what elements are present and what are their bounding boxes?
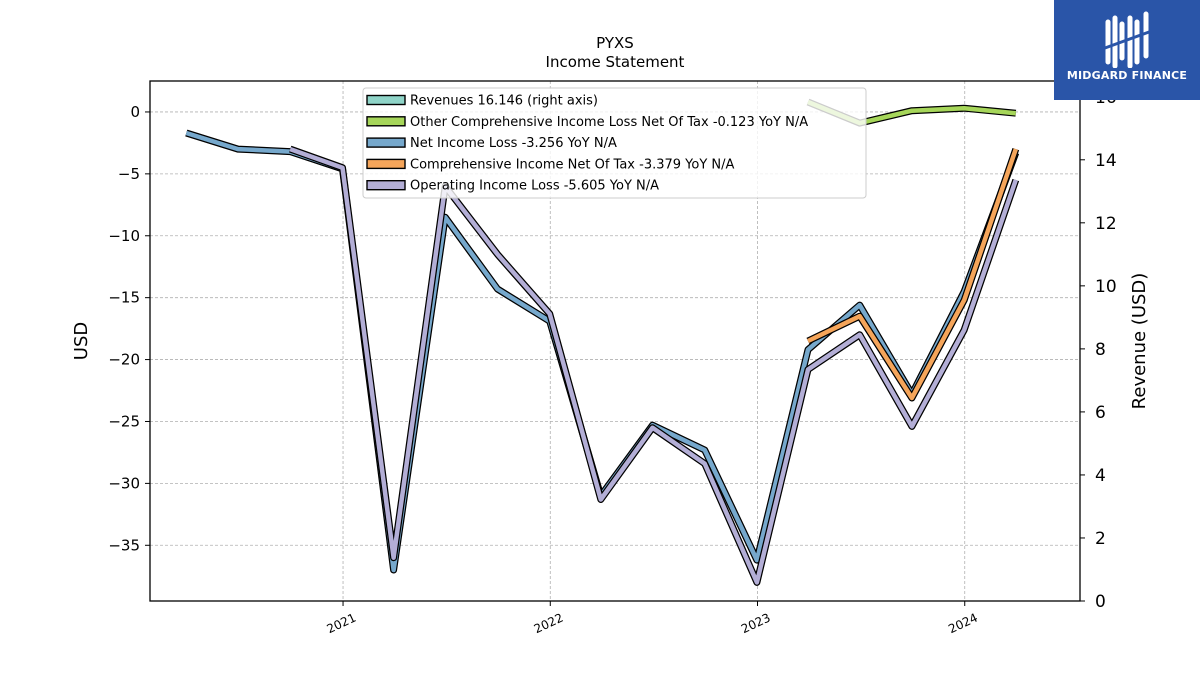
legend-swatch xyxy=(366,179,406,191)
right-axis-label: Revenue (USD) xyxy=(1129,273,1150,410)
legend-label: Revenues 16.146 (right axis) xyxy=(410,94,598,109)
right-tick-label: 8 xyxy=(1095,340,1106,360)
legend-label: Other Comprehensive Income Loss Net Of T… xyxy=(410,115,808,130)
series-line xyxy=(807,148,1018,401)
brand-logo: MIDGARD FINANCE xyxy=(1054,0,1200,100)
right-tick-label: 2 xyxy=(1095,529,1106,549)
brand-name: MIDGARD FINANCE xyxy=(1066,69,1188,82)
x-axis: 2021 2022 2023 2024 xyxy=(325,601,980,636)
right-tick-label: 10 xyxy=(1095,277,1117,297)
right-tick-label: 0 xyxy=(1095,592,1106,612)
legend-swatch xyxy=(366,94,406,106)
series-comprehensive-income-net-of-tax xyxy=(806,147,1020,402)
series-operating-income-loss xyxy=(289,145,1020,586)
y-tick-label: −5 xyxy=(118,165,140,183)
y-tick-label: −10 xyxy=(108,227,140,245)
x-tick-label: 2022 xyxy=(532,611,566,637)
y-tick-label: −15 xyxy=(108,289,140,307)
y-tick-label: −25 xyxy=(108,412,140,430)
right-tick-label: 12 xyxy=(1095,214,1117,234)
right-tick-label: 14 xyxy=(1095,151,1117,171)
brand-mark-icon xyxy=(1104,11,1150,68)
y-tick-label: −30 xyxy=(108,474,140,492)
left-axis: 0 −5 −10 −15 −20 −25 −30 −35 xyxy=(108,103,150,554)
chart-title: PYXS xyxy=(596,34,634,52)
series-line xyxy=(289,146,1018,585)
series-layer xyxy=(185,98,1020,586)
chart-subtitle: Income Statement xyxy=(546,53,685,71)
right-tick-label: 6 xyxy=(1095,403,1106,423)
legend-label: Comprehensive Income Net Of Tax -3.379 Y… xyxy=(410,157,735,172)
legend-box xyxy=(362,87,867,199)
right-axis: 0246810121416 xyxy=(1080,88,1117,612)
series-line xyxy=(185,130,1018,573)
legend-swatch xyxy=(366,158,406,170)
plot-frame xyxy=(149,80,1081,602)
series-outline xyxy=(185,129,1020,574)
grid-lines xyxy=(150,81,1080,601)
legend-swatch xyxy=(366,116,406,127)
legend-label: Net Income Loss -3.256 YoY N/A xyxy=(410,136,617,151)
x-tick-label: 2024 xyxy=(946,611,980,637)
legend-swatch xyxy=(366,137,406,148)
legend: Revenues 16.146 (right axis) Other Compre… xyxy=(362,87,867,199)
y-tick-label: 0 xyxy=(130,103,140,121)
y-axis-label: USD xyxy=(71,322,92,360)
y-tick-label: −20 xyxy=(108,351,140,369)
x-tick-label: 2021 xyxy=(325,611,359,637)
legend-label: Operating Income Loss -5.605 YoY N/A xyxy=(410,179,659,194)
x-tick-label: 2023 xyxy=(739,611,773,637)
right-tick-label: 4 xyxy=(1095,466,1106,486)
y-tick-label: −35 xyxy=(108,536,140,554)
